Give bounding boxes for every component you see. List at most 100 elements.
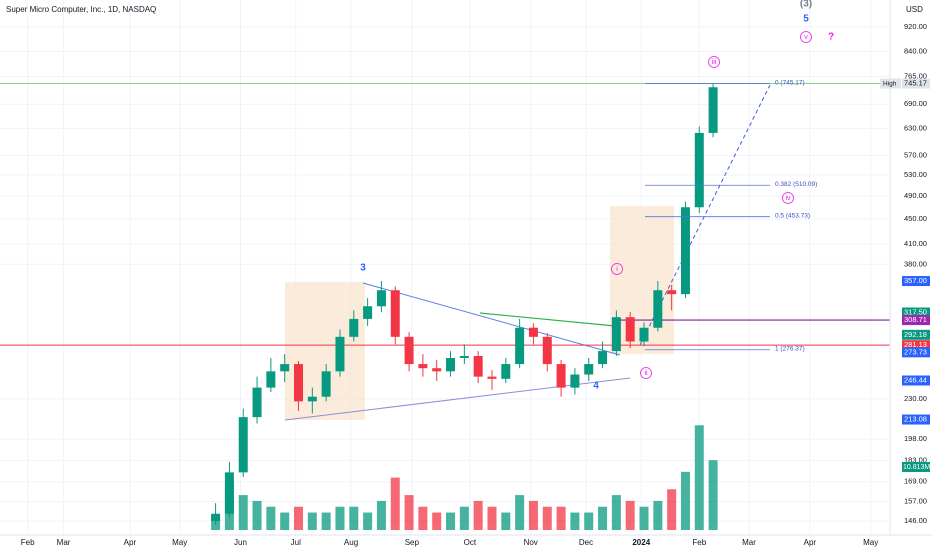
volume-bar — [404, 495, 414, 530]
x-tick-label: Oct — [464, 538, 477, 547]
x-tick-label: 2024 — [632, 538, 650, 547]
y-tick-label: 230.00 — [904, 394, 927, 403]
volume-bar — [252, 500, 262, 530]
annotation: v — [804, 34, 808, 41]
fib-label: 0 (745.17) — [775, 79, 805, 86]
price-label-box — [902, 307, 930, 318]
price-label: 273.73 — [904, 347, 927, 356]
candle-body — [363, 306, 373, 319]
volume-bar — [611, 495, 621, 530]
volume-bar — [459, 506, 469, 530]
x-tick-label: May — [863, 538, 878, 547]
chart-title: Super Micro Computer, Inc., 1D, NASDAQ — [6, 5, 156, 14]
volume-bar — [680, 471, 690, 530]
price-label: 246.44 — [904, 375, 927, 384]
volume-bar — [473, 500, 483, 530]
y-tick-label: 530.00 — [904, 170, 927, 179]
axis-labels: 146.00 157.00 169.00 183.00 198.00 230.00 380.… — [21, 22, 931, 547]
volume-bar — [266, 506, 276, 530]
y-tick-label: 570.00 — [904, 150, 927, 159]
candle-body — [321, 371, 331, 397]
candle-body — [432, 368, 442, 372]
volume-bar — [625, 500, 635, 530]
x-tick-label: Feb — [692, 538, 706, 547]
trend-line — [362, 282, 621, 356]
candle-body — [211, 513, 221, 521]
candle-body — [376, 290, 386, 307]
volume-bar — [501, 512, 511, 530]
annotation: iii — [712, 59, 717, 66]
candle-body — [307, 396, 317, 402]
candle-body — [224, 472, 234, 514]
candle-body — [639, 327, 649, 342]
x-tick-label: Feb — [21, 538, 35, 547]
fib-label: 0.5 (453.73) — [775, 212, 810, 219]
price-label: 292.18 — [904, 330, 927, 339]
volume-bar — [653, 500, 663, 530]
candle-body — [680, 207, 690, 295]
annotation: 5 — [803, 14, 809, 25]
candle-body — [528, 327, 538, 337]
volume-bar — [542, 506, 552, 530]
candle-body — [487, 376, 497, 379]
volume-bar — [363, 512, 373, 530]
price-label-box — [902, 340, 930, 351]
price-label: 213.08 — [904, 415, 927, 424]
volume-bar — [487, 506, 497, 530]
grid — [0, 0, 890, 535]
candle-body — [694, 132, 704, 208]
candle-body — [515, 327, 525, 365]
annotation: 4 — [593, 381, 599, 392]
volume-bar — [584, 512, 594, 530]
price-axis — [890, 0, 932, 550]
volume-bar — [294, 506, 304, 530]
candle-body — [653, 290, 663, 328]
annotation: (3) — [800, 0, 812, 10]
price-label: 281.13 — [904, 340, 927, 349]
volume-bar — [390, 477, 400, 530]
candle-body — [625, 317, 635, 342]
y-tick-label: 690.00 — [904, 99, 927, 108]
plot: 0 (745.17) 0.382 (510.09) 0.5 (453.73) 1 (2… — [0, 0, 890, 530]
candle-body — [294, 364, 304, 402]
y-tick-label: 630.00 — [904, 124, 927, 133]
candle-body — [708, 87, 718, 133]
trend-line — [479, 312, 616, 327]
price-label: 357.00 — [904, 276, 927, 285]
candle-body — [252, 387, 262, 418]
candle-body — [404, 336, 414, 365]
annotation: i — [616, 266, 618, 273]
x-tick-label: Nov — [524, 538, 538, 547]
x-tick-label: Aug — [344, 538, 358, 547]
candle-body — [459, 356, 469, 358]
annotation-circle — [782, 192, 794, 204]
fib-label: 0.382 (510.09) — [775, 181, 817, 188]
y-tick-label: 920.00 — [904, 22, 927, 31]
annotation-circle — [640, 367, 652, 379]
annotation: ii — [644, 370, 648, 377]
volume-bar — [446, 512, 456, 530]
fib-label: 1 (276.37) — [775, 345, 805, 352]
price-label-box — [902, 414, 930, 425]
candle-body — [584, 364, 594, 375]
volume-bar — [432, 512, 442, 530]
volume-bar — [418, 506, 428, 530]
volume-label-box — [902, 462, 930, 472]
y-tick-label: 183.00 — [904, 455, 927, 464]
y-tick-label: 840.00 — [904, 46, 927, 55]
volume-bar — [556, 506, 566, 530]
volume-bar — [307, 512, 317, 530]
candle-body — [556, 364, 566, 388]
y-tick-label: 380.00 — [904, 259, 927, 268]
price-label: 745.17 — [904, 79, 927, 88]
volume-bar — [515, 495, 525, 530]
price-label-box — [902, 276, 930, 287]
y-tick-label: 450.00 — [904, 214, 927, 223]
candle-body — [349, 318, 359, 337]
x-tick-label: Mar — [57, 538, 71, 547]
candle-body — [280, 364, 290, 372]
volume-bar — [349, 506, 359, 530]
annotation: ? — [828, 32, 834, 43]
